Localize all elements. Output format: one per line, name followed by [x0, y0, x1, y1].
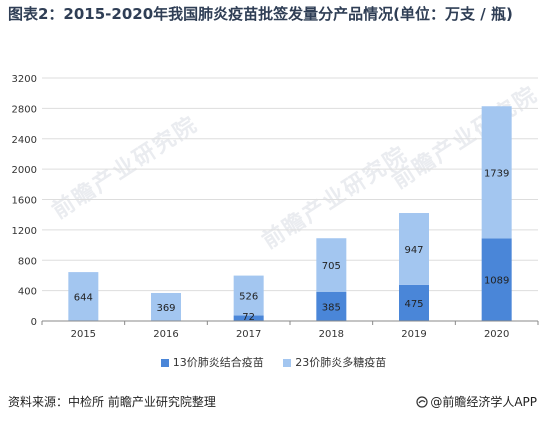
app-logo: @前瞻经济学人APP	[416, 393, 537, 410]
data-label: 1739	[484, 168, 509, 179]
source-note: 资料来源：中检所 前瞻产业研究院整理	[8, 395, 216, 409]
data-label: 72	[242, 312, 255, 323]
legend-swatch	[160, 359, 169, 367]
y-tick-label: 0	[31, 317, 37, 328]
data-label: 644	[74, 293, 93, 304]
y-tick-label: 1600	[12, 196, 37, 207]
x-tick-label: 2015	[71, 329, 96, 340]
bar-segment	[233, 315, 264, 321]
x-tick-label: 2020	[484, 329, 509, 340]
x-tick-label: 2016	[153, 329, 178, 340]
x-tick-label: 2019	[401, 329, 426, 340]
x-tick-label: 2017	[236, 329, 261, 340]
y-tick-label: 800	[18, 256, 37, 267]
chart-title: 图表2：2015-2020年我国肺炎疫苗批签发量分产品情况(单位：万支 / 瓶)	[8, 5, 513, 23]
legend-item-series1: 13价肺炎结合疫苗	[160, 354, 264, 370]
data-label: 475	[404, 299, 423, 310]
bar-segment	[68, 272, 99, 321]
data-label: 526	[239, 292, 258, 303]
data-label: 385	[322, 302, 341, 313]
y-tick-label: 3200	[12, 74, 37, 85]
data-label: 369	[156, 303, 175, 314]
data-label: 705	[322, 261, 341, 272]
legend-label: 23价肺炎多糖疫苗	[295, 356, 387, 369]
x-tick-label: 2018	[319, 329, 344, 340]
chart-legend: 13价肺炎结合疫苗 23价肺炎多糖疫苗	[0, 354, 547, 370]
y-tick-label: 2400	[12, 135, 37, 146]
bar-segment	[399, 213, 429, 285]
y-tick-label: 1200	[12, 226, 37, 237]
data-label: 947	[404, 245, 423, 256]
bar-segment	[316, 291, 347, 321]
data-label: 1089	[484, 276, 509, 287]
legend-swatch	[283, 359, 292, 367]
bar-segment	[151, 292, 181, 321]
bar-segment	[399, 284, 429, 321]
bar-segment	[481, 106, 512, 239]
legend-item-series2: 23价肺炎多糖疫苗	[283, 354, 386, 370]
y-tick-label: 2800	[12, 104, 37, 115]
bar-segment	[316, 238, 347, 292]
logo-text: @前瞻经济学人APP	[430, 395, 537, 409]
bar-segment	[233, 275, 264, 316]
logo-icon	[416, 396, 428, 408]
y-tick-label: 2000	[12, 165, 37, 176]
bar-segment	[481, 238, 512, 321]
legend-label: 13价肺炎结合疫苗	[172, 356, 264, 369]
y-tick-label: 400	[18, 287, 37, 298]
